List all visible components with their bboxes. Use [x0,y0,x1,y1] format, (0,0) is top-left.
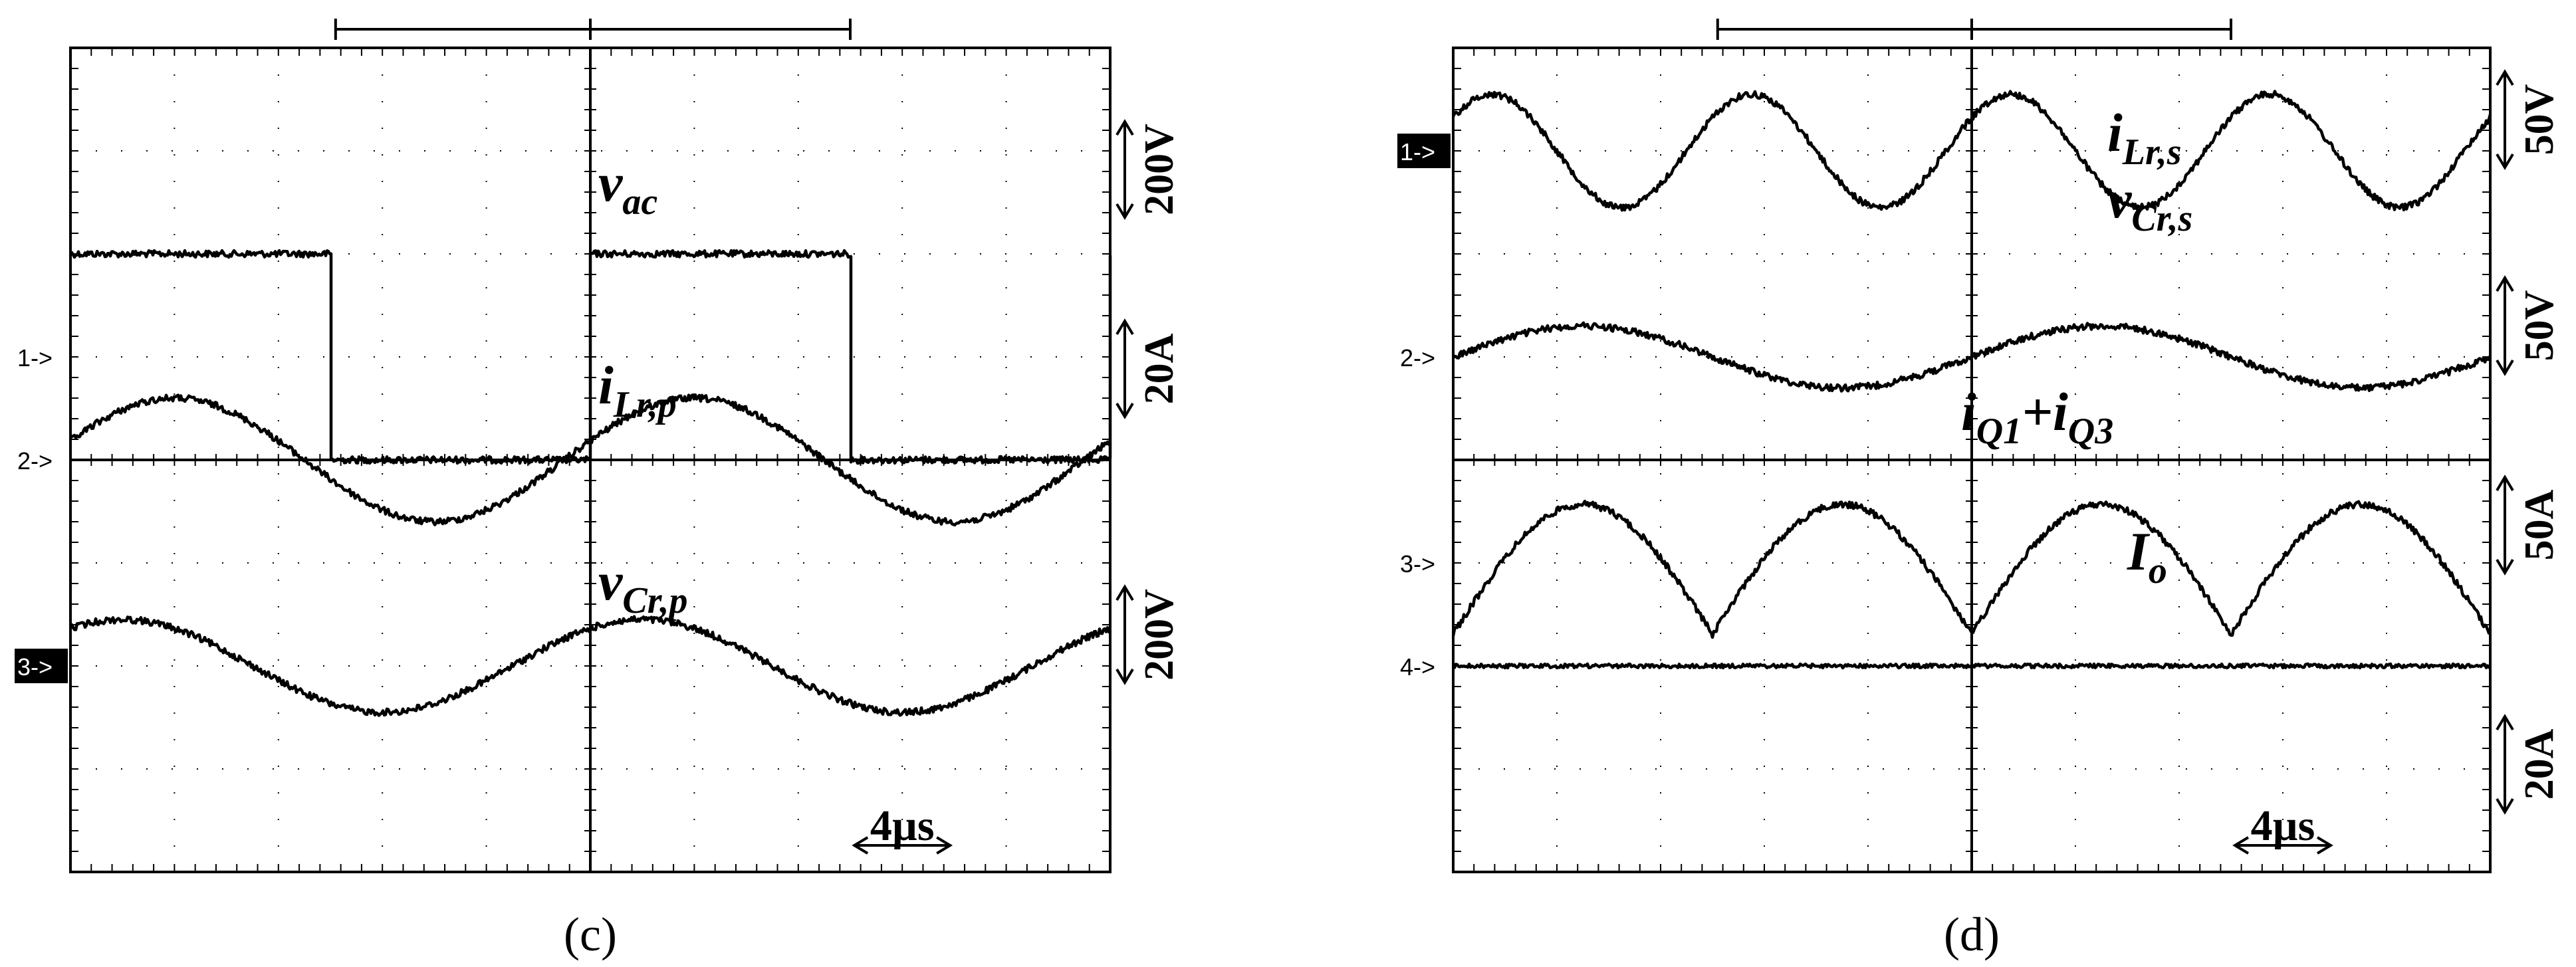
panel-label: (c) [564,908,617,961]
trace-label-subscript: Lr,p [613,384,677,425]
scale-label: 200V [1137,124,1182,215]
channel-marker: 3-> [15,649,68,683]
trace-label-subscript: ac [622,181,657,223]
scale-label: 50V [2517,84,2562,155]
scale-indicator: 200V [1115,584,1182,685]
trace-label-symbol: i [1961,381,1976,442]
scale-arrowheads [1115,318,1134,419]
trace-label-symbol: v [598,551,624,611]
channel-marker-label: 3-> [17,653,53,681]
channel-marker: 2-> [17,447,53,475]
channel-marker-label: 2-> [17,447,53,475]
trace-label: vCr,p [598,551,687,621]
trace-label: vCr,s [2107,169,2192,239]
trace-ch4 [1452,662,2492,670]
scale-label: 50A [2517,489,2562,560]
time-scale-indicator: 4µs [2232,802,2333,855]
trace-ch2 [69,393,1112,527]
trace-label-subscript: Cr,p [622,580,687,621]
scale-indicator: 20A [2496,714,2562,815]
scope-panel-d: 1-> iLr,s 50V2->vCr,s50V3->iQ1+iQ350A4->Io… [1397,19,2562,961]
trace-label: iLr,s [2107,102,2182,173]
scale-arrowheads [1115,119,1134,220]
trace-label-symbol: i [598,355,614,415]
trace-label-subscript: Q3 [2068,411,2113,452]
scale-indicator: 200V [1115,119,1182,220]
time-scale-label: 4µs [870,802,935,850]
trace-label-symbol: v [598,152,624,213]
channel-marker-label: 1-> [1400,138,1435,165]
channel-marker-label: 2-> [1400,344,1435,372]
scale-arrowheads [2496,714,2514,815]
channel-marker-label: 3-> [1400,550,1435,578]
trace-label-symbol: i [2107,102,2123,163]
scale-label: 200V [1137,589,1182,681]
scale-label: 20A [2517,728,2562,800]
time-scale-indicator: 4µs [852,802,953,855]
trace-ch1 [69,249,1112,465]
scale-arrowheads [2496,69,2514,170]
time-scale-arrowheads [2232,836,2333,855]
trace-label: iQ1+iQ3 [1961,381,2113,452]
trace-label-subscript: Lr,s [2122,132,2182,173]
channel-marker-label: 4-> [1400,653,1435,681]
trace-ch3 [1451,499,2491,639]
channel-marker-box [15,649,68,683]
channel-marker: 4-> [1400,653,1435,681]
panel-label: (d) [1944,908,2000,961]
trace-label-subscript: o [2149,550,2167,591]
scale-indicator: 50V [2496,275,2562,376]
channel-marker: 3-> [1400,550,1435,578]
channel-marker-label: 1-> [17,344,53,372]
scale-label: 20A [1137,333,1182,404]
trace-ch2 [1452,321,2492,393]
trace-label-symbol: v [2107,169,2133,229]
scale-indicator: 20A [1115,318,1182,419]
trace-label-symbol: I [2127,521,2151,582]
channel-marker: 1-> [17,344,53,372]
scale-arrowheads [1115,584,1134,685]
channel-marker: 2-> [1400,344,1435,372]
channel-marker: 1-> [1397,134,1451,168]
trace-ch3 [68,615,1112,717]
channel-marker-box [1397,134,1451,168]
trace-label: Io [2127,521,2167,591]
scale-arrowheads [2496,275,2514,376]
trace-ch1 [1451,90,2492,212]
time-scale-arrowheads [852,836,953,855]
trace-label-symbol: +i [2022,381,2068,442]
time-scale-label: 4µs [2251,802,2315,850]
scale-indicator: 50A [2496,475,2562,576]
trace-label: iLr,p [598,355,677,425]
trace-label-subscript: Cr,s [2131,198,2192,239]
trace-label: vac [598,152,657,223]
scale-label: 50V [2517,290,2562,361]
trace-label-subscript: Q1 [1976,411,2022,452]
scale-arrowheads [2496,475,2514,576]
scale-indicator: 50V [2496,69,2562,170]
